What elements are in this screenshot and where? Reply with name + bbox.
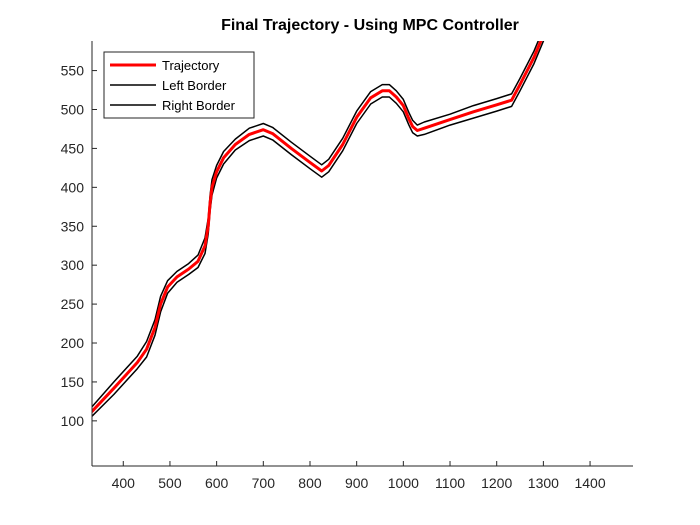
x-tick-label: 1400 xyxy=(574,475,605,491)
x-tick-label: 900 xyxy=(345,475,369,491)
legend: Trajectory Left Border Right Border xyxy=(103,51,255,119)
y-tick-label: 250 xyxy=(61,296,85,312)
series-line-right-border xyxy=(92,41,545,417)
x-tick-label: 1300 xyxy=(528,475,559,491)
y-tick-label: 350 xyxy=(61,218,85,234)
x-tick-label: 600 xyxy=(205,475,229,491)
y-tick-label: 400 xyxy=(61,179,85,195)
legend-label-trajectory: Trajectory xyxy=(162,58,220,73)
x-tick-label: 800 xyxy=(298,475,322,491)
legend-label-left-border: Left Border xyxy=(162,78,227,93)
series-line-left-border xyxy=(92,41,540,408)
y-tick-label: 200 xyxy=(61,335,85,351)
x-tick-label: 400 xyxy=(112,475,136,491)
y-tick-label: 150 xyxy=(61,374,85,390)
series-line-trajectory xyxy=(92,41,543,413)
x-tick-label: 1200 xyxy=(481,475,512,491)
x-tick-label: 1000 xyxy=(388,475,419,491)
legend-label-right-border: Right Border xyxy=(162,98,236,113)
y-tick-label: 450 xyxy=(61,140,85,156)
chart-title: Final Trajectory - Using MPC Controller xyxy=(221,17,519,34)
y-tick-label: 300 xyxy=(61,257,85,273)
y-tick-label: 500 xyxy=(61,101,85,117)
y-tick-label: 100 xyxy=(61,413,85,429)
axes-layer: 400 500 600 700 800 900 1000 1100 1200 1300 1400 10… xyxy=(61,41,633,491)
x-tick-label: 1100 xyxy=(435,475,465,491)
x-tick-label: 700 xyxy=(252,475,276,491)
series-layer xyxy=(92,41,545,417)
y-tick-label: 550 xyxy=(61,63,85,79)
x-tick-label: 500 xyxy=(158,475,182,491)
